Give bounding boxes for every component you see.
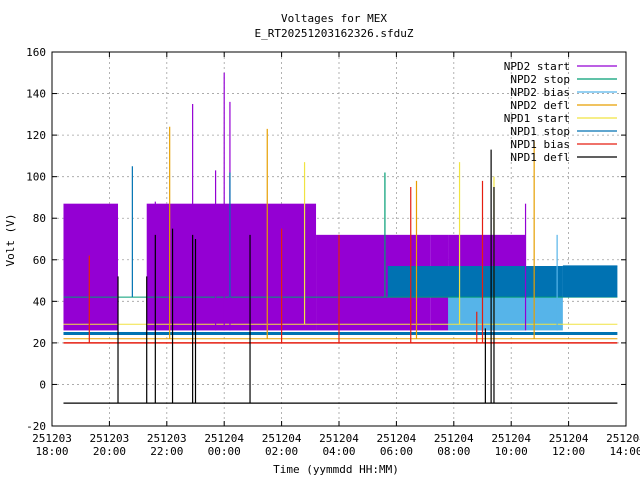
x-tick-label-time: 02:00 bbox=[265, 445, 298, 458]
x-tick-label-time: 14:00 bbox=[609, 445, 640, 458]
legend-label: NPD2 defl bbox=[510, 99, 570, 112]
x-tick-label-date: 251204 bbox=[204, 432, 244, 445]
y-tick-label: 140 bbox=[26, 88, 46, 101]
legend-label: NPD2 bias bbox=[510, 86, 570, 99]
chart-title: Voltages for MEX bbox=[281, 12, 387, 25]
x-tick-label-date: 251204 bbox=[606, 432, 640, 445]
x-tick-label-date: 251204 bbox=[491, 432, 531, 445]
x-tick-label-time: 12:00 bbox=[552, 445, 585, 458]
block-npd2-start bbox=[63, 203, 119, 331]
y-tick-label: 60 bbox=[33, 254, 46, 267]
block-npd1-stop-tail bbox=[562, 266, 618, 298]
x-tick-label-date: 251204 bbox=[434, 432, 474, 445]
x-tick-label-time: 06:00 bbox=[380, 445, 413, 458]
axes-layer: -2002040608010012014016025120318:0025120… bbox=[26, 46, 640, 458]
x-tick-label-time: 18:00 bbox=[35, 445, 68, 458]
x-tick-label-time: 22:00 bbox=[150, 445, 183, 458]
y-tick-label: 0 bbox=[39, 378, 46, 391]
x-tick-label-time: 00:00 bbox=[208, 445, 241, 458]
x-tick-label-date: 251203 bbox=[147, 432, 187, 445]
x-tick-label-time: 08:00 bbox=[437, 445, 470, 458]
block-npd1-stop bbox=[387, 266, 563, 298]
y-tick-label: 20 bbox=[33, 337, 46, 350]
y-tick-label: 40 bbox=[33, 295, 46, 308]
x-tick-label-date: 251204 bbox=[377, 432, 417, 445]
chart-subtitle: E_RT20251203162326.sfduZ bbox=[255, 27, 414, 40]
x-tick-label-time: 20:00 bbox=[93, 445, 126, 458]
x-axis-label: Time (yymmdd HH:MM) bbox=[273, 463, 399, 476]
x-tick-label-date: 251204 bbox=[319, 432, 359, 445]
legend-label: NPD2 start bbox=[504, 60, 570, 73]
legend-label: NPD2 stop bbox=[510, 73, 570, 86]
y-axis-label: Volt (V) bbox=[4, 214, 17, 267]
legend-label: NPD1 bias bbox=[510, 138, 570, 151]
x-tick-label-date: 251203 bbox=[90, 432, 130, 445]
y-tick-label: 100 bbox=[26, 171, 46, 184]
x-tick-label-date: 251203 bbox=[32, 432, 72, 445]
data-layer bbox=[63, 72, 618, 404]
block-npd2-start bbox=[146, 203, 317, 331]
x-tick-label-time: 04:00 bbox=[322, 445, 355, 458]
y-tick-label: -20 bbox=[26, 420, 46, 433]
y-tick-label: 80 bbox=[33, 212, 46, 225]
x-tick-label-date: 251204 bbox=[549, 432, 589, 445]
legend-label: NPD1 defl bbox=[510, 151, 570, 164]
x-tick-label-date: 251204 bbox=[262, 432, 302, 445]
y-tick-label: 160 bbox=[26, 46, 46, 59]
y-tick-label: 120 bbox=[26, 129, 46, 142]
legend-label: NPD1 start bbox=[504, 112, 570, 125]
legend-label: NPD1 stop bbox=[510, 125, 570, 138]
x-tick-label-time: 10:00 bbox=[495, 445, 528, 458]
